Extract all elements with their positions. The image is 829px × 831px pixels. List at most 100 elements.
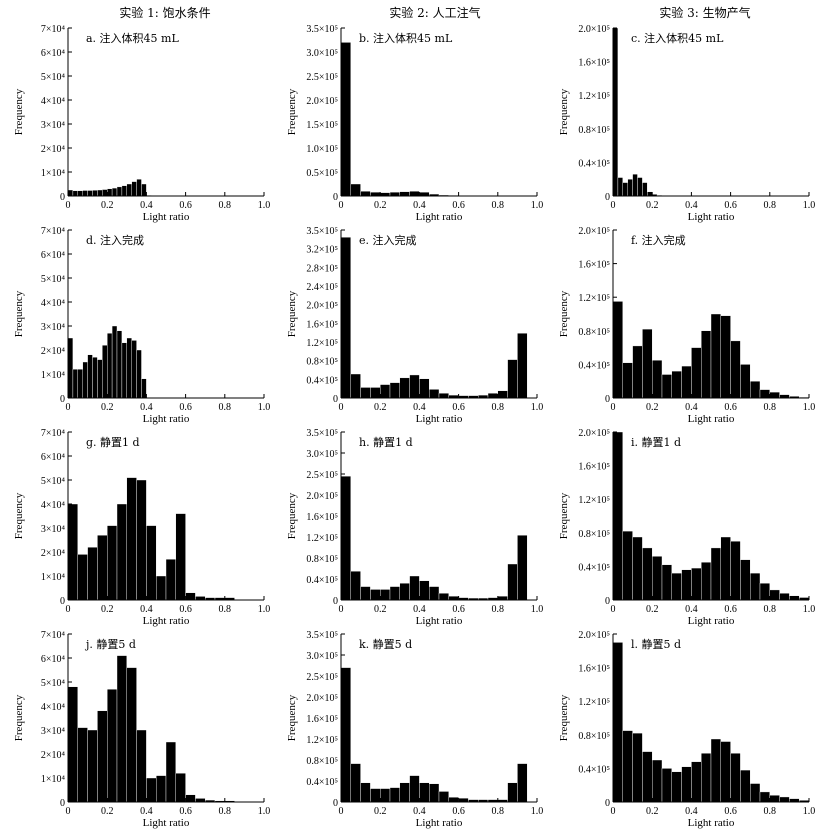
y-axis-label: Frequency [558, 694, 570, 741]
y-tick-label: 1.6×10⁵ [578, 260, 610, 271]
histogram-bar [632, 173, 638, 197]
histogram-bar [165, 741, 177, 803]
x-tick-label: 0.2 [374, 402, 387, 413]
histogram-panel: 0 0.2 0.4 0.6 0.8 1.0 0 0.4×10⁵ 0.8×10⁵ 1.2×10⁵ 1.… [286, 428, 543, 627]
histogram-bar [701, 562, 712, 601]
histogram-bar [750, 572, 761, 601]
x-tick-label: 0 [611, 806, 616, 817]
y-tick-label: 7×10⁴ [41, 630, 66, 641]
x-tick-label: 0 [611, 200, 616, 211]
histogram-bar [419, 378, 430, 399]
histogram-bar [92, 357, 98, 399]
y-tick-label: 0.5×10⁵ [306, 168, 338, 179]
histogram-bar [671, 370, 682, 399]
y-tick-label: 0.4×10⁵ [578, 360, 610, 371]
histogram-bar [67, 686, 79, 803]
histogram-bar [175, 513, 186, 601]
panel-label: a. 注入体积45 mL [86, 31, 179, 45]
x-tick-label: 0.2 [646, 402, 659, 413]
y-tick-label: 2.0×10⁵ [306, 301, 338, 312]
histogram-panel: 0 0.2 0.4 0.6 0.8 1.0 0 0.4×10⁵ 0.8×10⁵ 1.2×10⁵ 1.… [558, 24, 815, 223]
histogram-bar [131, 340, 137, 399]
histogram-bar [642, 328, 653, 399]
y-tick-label: 1.6×10⁵ [306, 319, 338, 330]
y-tick-label: 0 [605, 596, 610, 607]
histogram-bar [126, 667, 137, 803]
y-tick-label: 1.2×10⁵ [306, 338, 338, 349]
histogram-bar [146, 777, 157, 803]
histogram-bar [632, 732, 643, 803]
x-tick-label: 0.8 [219, 806, 232, 817]
histogram-bar [126, 337, 132, 399]
histogram-bar [617, 177, 624, 197]
histogram-bar [652, 360, 663, 399]
x-tick-label: 1.0 [531, 806, 544, 817]
y-tick-label: 1.6×10⁵ [306, 714, 338, 725]
x-axis-label: Light ratio [143, 817, 190, 829]
y-axis-label: Frequency [558, 492, 570, 539]
histogram-bar [681, 569, 692, 601]
histogram-bar [87, 729, 98, 803]
histogram-bar [612, 27, 619, 197]
histogram-bar [77, 727, 88, 803]
histogram-bar [380, 192, 391, 197]
histogram-bar [102, 345, 108, 399]
histogram-panel: 0 0.2 0.4 0.6 0.8 1.0 0 0.5×10⁵ 1.0×10⁵ 1.5×10⁵ 2.… [286, 24, 543, 223]
y-axis-label: Frequency [558, 88, 570, 135]
y-axis-label: Frequency [13, 694, 25, 741]
x-tick-label: 0.6 [724, 604, 737, 615]
histogram-bar [389, 191, 401, 197]
histogram-bar [438, 593, 450, 601]
x-tick-label: 0 [611, 604, 616, 615]
histogram-bar [652, 556, 663, 601]
histogram-bar [730, 753, 741, 803]
panel-label: l. 静置5 d [631, 637, 681, 651]
panel-label: k. 静置5 d [359, 637, 412, 651]
y-tick-label: 3.0×10⁵ [306, 48, 338, 59]
x-tick-label: 0.8 [219, 604, 232, 615]
panel-label: i. 静置1 d [631, 435, 681, 449]
histogram-bar [77, 554, 88, 601]
histogram-bar [661, 768, 673, 803]
histogram-bar [642, 182, 648, 197]
histogram-bar [612, 301, 624, 399]
panel-label: b. 注入体积45 mL [359, 31, 453, 45]
histogram-bar [710, 738, 722, 803]
column-title-experiment-1: 实验 1: 饱水条件 [119, 5, 210, 20]
histogram-bar [720, 315, 731, 399]
x-tick-label: 0.8 [764, 402, 777, 413]
x-tick-label: 0 [339, 806, 344, 817]
y-tick-label: 1.6×10⁵ [578, 58, 610, 69]
y-tick-label: 5×10⁴ [41, 274, 66, 285]
histogram-panel: 0 0.2 0.4 0.6 0.8 1.0 0 0.4×10⁵ 0.8×10⁵ 1.2×10⁵ 1.… [286, 630, 543, 829]
y-tick-label: 7×10⁴ [41, 24, 66, 35]
y-tick-label: 0.4×10⁵ [306, 375, 338, 386]
histogram-bar [146, 525, 157, 601]
x-tick-label: 0.4 [685, 402, 698, 413]
y-tick-label: 3.5×10⁵ [306, 24, 338, 35]
x-tick-label: 0.2 [646, 604, 659, 615]
y-tick-label: 3×10⁴ [41, 120, 66, 131]
y-tick-label: 0.8×10⁵ [306, 756, 338, 767]
y-tick-label: 0 [333, 192, 338, 203]
histogram-bar [759, 791, 771, 803]
histogram-bar [720, 536, 731, 601]
y-tick-label: 2.0×10⁵ [306, 693, 338, 704]
y-tick-label: 4×10⁴ [41, 96, 66, 107]
histogram-bar [740, 559, 751, 601]
histogram-bar [185, 794, 196, 803]
x-tick-label: 0.6 [179, 402, 192, 413]
histogram-bar [389, 382, 401, 399]
histogram-bar [195, 798, 206, 803]
histogram-panel: 0 0.2 0.4 0.6 0.8 1.0 0 1×10⁴ 2×10⁴ 3×10⁴ 4×10⁴ 5×1… [13, 226, 270, 425]
x-axis-label: Light ratio [416, 817, 463, 829]
y-tick-label: 5×10⁴ [41, 476, 66, 487]
y-tick-label: 1.2×10⁵ [578, 697, 610, 708]
histogram-bar [92, 190, 98, 197]
x-tick-label: 0.4 [685, 806, 698, 817]
histogram-bar [642, 547, 653, 601]
x-tick-label: 0.6 [179, 604, 192, 615]
y-tick-label: 6×10⁴ [41, 250, 66, 261]
x-tick-label: 0 [66, 402, 71, 413]
histogram-bar [750, 783, 761, 803]
